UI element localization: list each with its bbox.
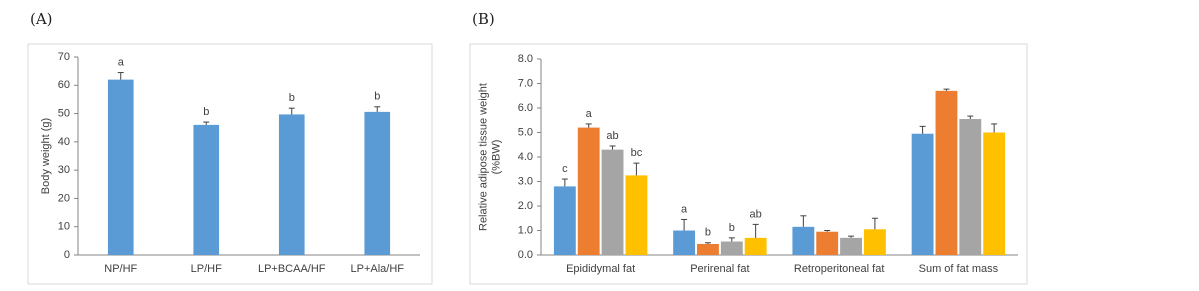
significance-letter: a xyxy=(681,203,688,215)
significance-letter: c xyxy=(562,163,568,175)
y-tick-label: 0 xyxy=(64,249,70,261)
y-tick-label: 40 xyxy=(58,136,70,148)
bar xyxy=(720,241,743,255)
y-tick-label: 60 xyxy=(58,79,70,91)
x-tick-label: Retroperitoneal fat xyxy=(794,263,885,275)
x-tick-label: LP+BCAA/HF xyxy=(258,263,326,275)
bar xyxy=(840,237,862,255)
bar xyxy=(983,132,1006,255)
bar xyxy=(911,133,934,255)
y-tick-label: 20 xyxy=(58,192,70,204)
y-tick-label: 6.0 xyxy=(518,102,533,114)
significance-letter: b xyxy=(729,222,735,234)
y-tick-label: 5.0 xyxy=(518,126,533,138)
y-tick-label: 4.0 xyxy=(518,151,533,163)
bar xyxy=(107,79,134,255)
y-tick-label: 10 xyxy=(58,221,70,233)
y-tick-label: 30 xyxy=(58,164,70,176)
y-tick-label: 1.0 xyxy=(518,224,533,236)
bar xyxy=(553,186,576,255)
bar xyxy=(935,90,958,255)
significance-letter: a xyxy=(586,108,593,120)
bar xyxy=(792,226,815,255)
bar xyxy=(278,114,305,255)
x-tick-label: NP/HF xyxy=(104,263,137,275)
significance-letter: ab xyxy=(606,130,618,142)
significance-letter: a xyxy=(118,56,125,68)
significance-letter: ab xyxy=(750,208,762,220)
y-tick-label: 8.0 xyxy=(518,53,533,65)
bar xyxy=(816,231,839,255)
bar xyxy=(673,230,696,255)
bar xyxy=(364,111,391,255)
bar xyxy=(193,124,220,255)
y-axis-label: (%BW) xyxy=(490,140,502,175)
panel-label: (B) xyxy=(472,10,495,28)
significance-letter: b xyxy=(374,91,380,103)
y-tick-label: 3.0 xyxy=(518,175,533,187)
x-tick-label: Perirenal fat xyxy=(690,263,749,275)
y-tick-label: 70 xyxy=(58,51,70,63)
y-axis-label: Body weight (g) xyxy=(40,118,52,194)
x-tick-label: LP/HF xyxy=(191,263,222,275)
x-tick-label: Sum of fat mass xyxy=(919,263,999,275)
bar xyxy=(697,243,719,255)
bar xyxy=(959,119,982,256)
x-tick-label: Epididymal fat xyxy=(566,263,635,275)
bar xyxy=(601,149,624,255)
y-axis-label: Relative adipose tissue weight xyxy=(477,83,489,231)
y-tick-label: 0.0 xyxy=(518,249,533,261)
significance-letter: b xyxy=(289,92,295,104)
significance-letter: b xyxy=(705,227,711,239)
bar xyxy=(625,175,648,255)
bar xyxy=(577,127,600,255)
y-tick-label: 7.0 xyxy=(518,77,533,89)
x-tick-label: LP+Ala/HF xyxy=(351,263,405,275)
panel-label: (A) xyxy=(30,10,53,28)
significance-letter: b xyxy=(203,106,209,118)
y-tick-label: 2.0 xyxy=(518,200,533,212)
bar xyxy=(863,229,886,255)
y-tick-label: 50 xyxy=(58,107,70,119)
significance-letter: bc xyxy=(631,147,643,159)
bar xyxy=(744,237,767,255)
